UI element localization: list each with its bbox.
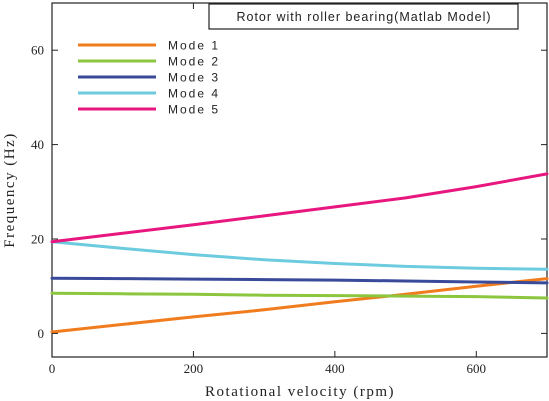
legend-label-mode-1: Mode 1 — [168, 39, 220, 53]
x-tick-label: 600 — [467, 361, 487, 376]
series-line-mode-4 — [50, 240, 549, 271]
y-tick-label: 0 — [38, 326, 45, 341]
y-tick-label: 60 — [31, 43, 44, 58]
ticks-layer: 0 200 400 600 0 20 40 60 — [31, 3, 547, 376]
y-tick-label: 40 — [31, 137, 44, 152]
chart-title: Rotor with roller bearing(Matlab Model) — [236, 10, 491, 24]
series-line-mode-2 — [50, 291, 549, 300]
legend-label-mode-5: Mode 5 — [168, 103, 220, 117]
y-axis-title: Frequency (Hz) — [2, 132, 18, 248]
legend-label-mode-4: Mode 4 — [168, 87, 220, 101]
x-tick-label: 400 — [325, 361, 345, 376]
series-line-mode-5 — [50, 172, 549, 244]
legend: Mode 1 Mode 2 Mode 3 Mode 4 Mode 5 — [78, 39, 220, 117]
x-axis-title: Rotational velocity (rpm) — [205, 384, 395, 400]
legend-label-mode-2: Mode 2 — [168, 55, 220, 69]
plot-area-frame — [51, 2, 548, 358]
y-tick-label: 20 — [31, 232, 44, 247]
title-box-frame — [208, 3, 519, 30]
x-tick-label: 200 — [184, 361, 204, 376]
series-layer — [50, 172, 549, 334]
series-line-mode-3 — [50, 276, 549, 285]
legend-label-mode-3: Mode 3 — [168, 71, 220, 85]
x-tick-label: 0 — [49, 361, 56, 376]
title-box: Rotor with roller bearing(Matlab Model) — [208, 3, 519, 30]
series-line-mode-1 — [50, 277, 549, 334]
